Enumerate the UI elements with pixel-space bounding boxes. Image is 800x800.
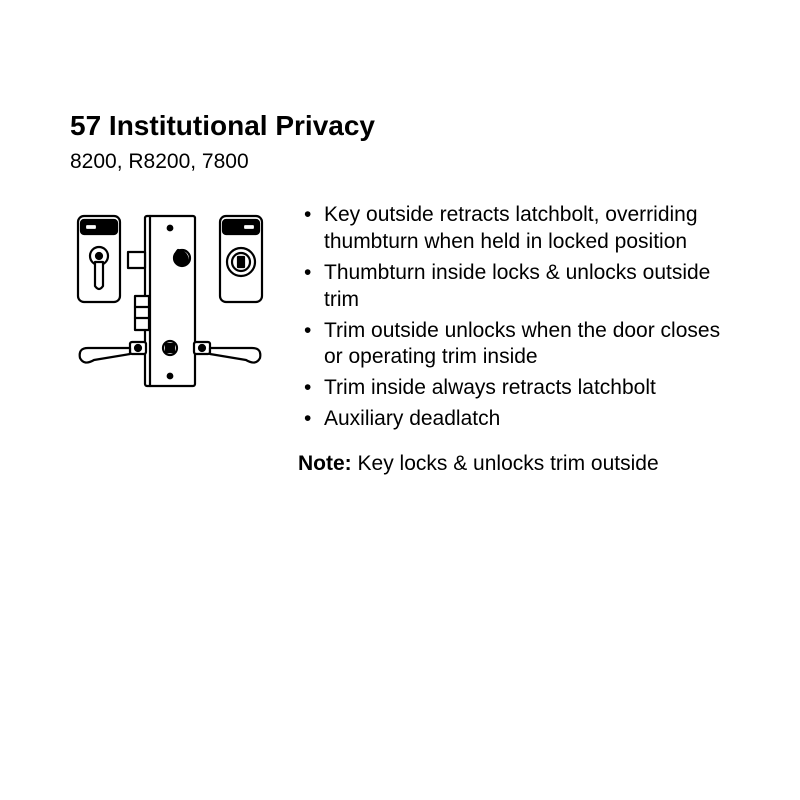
list-item: Key outside retracts latchbolt, overridi… — [298, 202, 740, 256]
feature-list: Key outside retracts latchbolt, overridi… — [298, 202, 740, 433]
note-label: Note: — [298, 452, 352, 475]
list-item: Trim inside always retracts latchbolt — [298, 375, 740, 402]
list-item: Auxiliary deadlatch — [298, 406, 740, 433]
note-line: Note: Key locks & unlocks trim outside — [298, 451, 740, 478]
text-column: Key outside retracts latchbolt, overridi… — [298, 202, 740, 478]
content-row: Key outside retracts latchbolt, overridi… — [70, 202, 740, 478]
model-numbers: 8200, R8200, 7800 — [70, 150, 740, 174]
note-text: Key locks & unlocks trim outside — [352, 452, 659, 475]
page-title: 57 Institutional Privacy — [70, 110, 740, 142]
lock-diagram-icon — [70, 208, 270, 398]
list-item: Trim outside unlocks when the door close… — [298, 318, 740, 372]
diagram-column — [70, 202, 270, 398]
list-item: Thumbturn inside locks & unlocks outside… — [298, 260, 740, 314]
